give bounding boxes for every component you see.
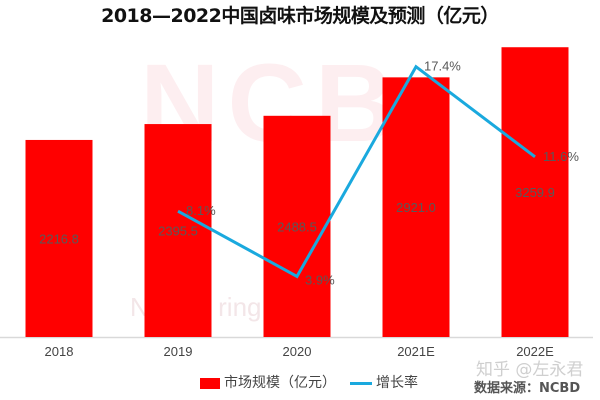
x-tick-label: 2021E <box>397 344 435 359</box>
bar-2019 <box>144 124 212 337</box>
legend-swatch-line <box>350 381 372 385</box>
legend-label-line: 增长率 <box>376 375 418 391</box>
bar-2018 <box>25 139 93 337</box>
x-tick-label: 2020 <box>283 344 312 359</box>
bar-value-label: 2395.5 <box>158 224 198 239</box>
chart-title: 2018—2022中国卤味市场规模及预测（亿元） <box>101 5 499 27</box>
growth-rate-label: 3.9% <box>305 272 335 287</box>
growth-rate-line <box>177 64 536 279</box>
growth-rate-label: 17.4% <box>424 59 461 74</box>
source-note: 数据来源：NCBD <box>474 381 581 396</box>
bar-value-label: 2488.5 <box>277 219 317 234</box>
bar-value-label: 3259.9 <box>515 185 555 200</box>
growth-rate-label: 11.6% <box>543 149 579 164</box>
bar-value-label: 2216.8 <box>39 231 79 246</box>
x-tick-label: 2022E <box>516 344 554 359</box>
legend: 市场规模（亿元） 增长率 <box>200 374 418 392</box>
bar-2020 <box>263 115 331 337</box>
legend-swatch-bar <box>200 377 220 389</box>
bar-value-label: 2921.0 <box>396 200 436 215</box>
growth-rate-label: 8.1% <box>186 203 216 218</box>
legend-label-bar: 市场规模（亿元） <box>224 375 336 391</box>
bar-2022E <box>501 47 569 337</box>
zhihu-watermark: 知乎 @左永君 <box>476 360 584 380</box>
x-tick-label: 2018 <box>45 344 74 359</box>
bar-2021E <box>382 77 450 337</box>
x-tick-label: 2019 <box>164 344 193 359</box>
